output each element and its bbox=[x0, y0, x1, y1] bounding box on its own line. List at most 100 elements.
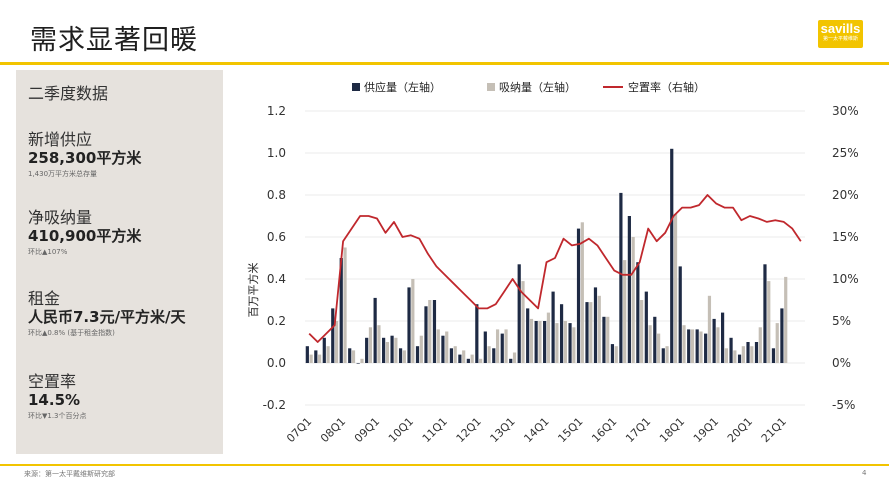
y-tick-label: 0.0 bbox=[267, 356, 286, 370]
absorption-bar bbox=[479, 358, 483, 363]
absorption-bar bbox=[682, 325, 686, 363]
y2-tick-label: 30% bbox=[832, 104, 859, 118]
absorption-bar bbox=[716, 327, 720, 363]
right-axis-ticks: 30% 25% 20% 15% 10% 5% 0% -5% bbox=[832, 104, 859, 412]
x-tick-label: 16Q1 bbox=[589, 415, 619, 445]
logo-subtitle: 第一太平戴维斯 bbox=[822, 36, 858, 42]
legend-supply-label: 供应量（左轴） bbox=[364, 80, 441, 94]
absorption-bar bbox=[750, 346, 754, 363]
legend-supply-swatch bbox=[352, 83, 360, 91]
absorption-bar bbox=[419, 335, 423, 363]
absorption-bar bbox=[326, 346, 330, 363]
absorption-bar bbox=[394, 337, 398, 363]
supply-bar bbox=[720, 312, 725, 363]
supply-bar bbox=[415, 346, 420, 363]
gridlines bbox=[305, 110, 805, 406]
legend-absorption-label: 吸纳量（左轴） bbox=[499, 80, 576, 94]
absorption-bar bbox=[767, 281, 771, 363]
absorption-bar bbox=[665, 346, 669, 363]
absorption-bar bbox=[351, 350, 356, 363]
supply-bar bbox=[627, 216, 631, 363]
x-tick-label: 07Q1 bbox=[284, 415, 314, 445]
absorption-bar bbox=[453, 346, 457, 363]
absorption-bar bbox=[758, 327, 762, 363]
supply-bar bbox=[373, 297, 377, 363]
supply-bars bbox=[305, 148, 784, 364]
y-tick-label: 0.8 bbox=[267, 188, 286, 202]
absorption-bar bbox=[504, 329, 508, 363]
absorption-label: 净吸纳量 bbox=[28, 208, 93, 227]
supply-bar bbox=[382, 337, 386, 363]
absorption-bar bbox=[580, 222, 584, 363]
supply-bar bbox=[610, 344, 615, 363]
supply-bar bbox=[432, 300, 437, 363]
supply-bar bbox=[365, 337, 369, 363]
supply-bar bbox=[771, 348, 776, 363]
absorption-bar bbox=[784, 276, 788, 363]
supply-absorption-vacancy-chart: 供应量（左轴） 吸纳量（左轴） 空置率（右轴） 百万平方米 1.2 1.0 0.8 0… bbox=[246, 80, 859, 445]
page-title: 需求显著回暖 bbox=[30, 25, 198, 56]
rent-note: 环比▲0.8% (基于租金指数) bbox=[28, 329, 115, 337]
absorption-bar bbox=[487, 346, 491, 363]
supply-bar bbox=[398, 348, 403, 363]
vacancy-label: 空置率 bbox=[28, 372, 77, 391]
supply-bar bbox=[424, 306, 428, 363]
absorption-bar bbox=[470, 354, 474, 363]
supply-bar bbox=[543, 321, 547, 363]
rent-stat: 租金 人民币7.3元/平方米/天 环比▲0.8% (基于租金指数) bbox=[28, 289, 186, 338]
absorption-bars bbox=[309, 213, 788, 363]
supply-bar bbox=[678, 266, 682, 363]
supply-bar bbox=[356, 363, 360, 364]
x-tick-label: 12Q1 bbox=[454, 415, 484, 445]
supply-bar bbox=[695, 329, 699, 363]
page-number: 4 bbox=[862, 469, 867, 477]
absorption-bar bbox=[334, 321, 339, 363]
supply-bar bbox=[568, 323, 572, 363]
absorption-bar bbox=[495, 329, 500, 363]
y-tick-label: 1.0 bbox=[267, 146, 286, 160]
panel-heading: 二季度数据 bbox=[28, 84, 109, 103]
absorption-bar bbox=[529, 318, 534, 363]
y2-tick-label: 20% bbox=[832, 188, 859, 202]
absorption-bar bbox=[436, 329, 440, 363]
supply-bar bbox=[593, 287, 598, 363]
supply-bar bbox=[492, 348, 496, 363]
supply-bar bbox=[322, 337, 326, 363]
y-tick-label: 1.2 bbox=[267, 104, 286, 118]
supply-bar bbox=[509, 358, 513, 363]
x-tick-label: 10Q1 bbox=[386, 415, 416, 445]
x-tick-label: 08Q1 bbox=[318, 415, 348, 445]
absorption-bar bbox=[445, 331, 449, 363]
absorption-bar bbox=[343, 247, 347, 363]
supply-bar bbox=[619, 192, 623, 363]
quarter-stats-panel: 二季度数据 新增供应 258,300平方米 1,430万平方米总存量 净吸纳量 … bbox=[16, 70, 223, 454]
supply-bar bbox=[712, 318, 716, 363]
supply-stat: 新增供应 258,300平方米 1,430万平方米总存量 bbox=[28, 130, 141, 179]
supply-bar bbox=[390, 335, 394, 363]
legend-vacancy-label: 空置率（右轴） bbox=[628, 80, 705, 94]
absorption-bar bbox=[428, 300, 432, 363]
supply-bar bbox=[644, 291, 648, 363]
supply-bar bbox=[534, 321, 538, 363]
absorption-value: 410,900平方米 bbox=[28, 227, 142, 245]
supply-bar bbox=[585, 302, 589, 363]
absorption-bar bbox=[521, 281, 525, 363]
supply-bar bbox=[407, 287, 411, 363]
supply-bar bbox=[441, 335, 445, 363]
supply-bar bbox=[526, 308, 530, 363]
absorption-bar bbox=[640, 300, 644, 363]
y2-tick-label: 10% bbox=[832, 272, 859, 286]
absorption-stat: 净吸纳量 410,900平方米 环比▲107% bbox=[28, 208, 141, 257]
supply-bar bbox=[576, 228, 581, 363]
supply-bar bbox=[348, 348, 352, 363]
vacancy-stat: 空置率 14.5% 环比▼1.3个百分点 bbox=[28, 372, 87, 421]
supply-bar bbox=[314, 350, 318, 363]
absorption-bar bbox=[631, 237, 635, 363]
supply-bar bbox=[636, 262, 640, 363]
absorption-bar bbox=[589, 302, 593, 363]
supply-bar bbox=[704, 333, 708, 363]
supply-bar bbox=[517, 264, 521, 363]
y-tick-label: -0.2 bbox=[263, 398, 286, 412]
x-tick-label: 17Q1 bbox=[623, 415, 653, 445]
absorption-bar bbox=[377, 325, 381, 363]
